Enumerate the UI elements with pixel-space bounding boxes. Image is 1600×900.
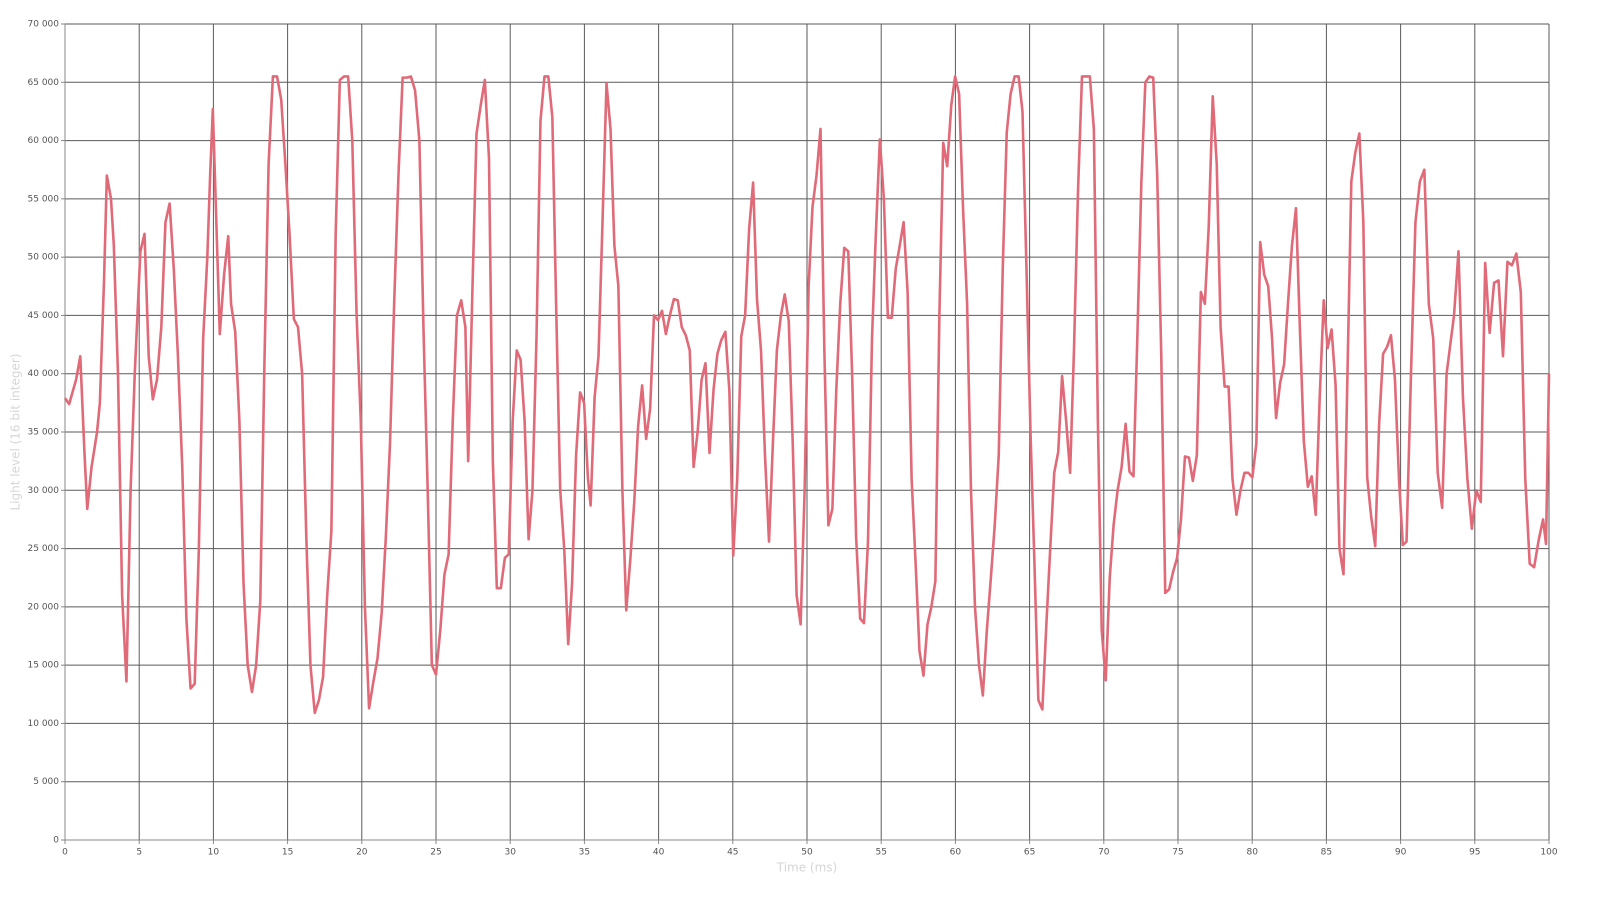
y-tick-label: 0 (53, 836, 59, 846)
x-tick-label: 55 (875, 848, 886, 858)
x-tick-label: 75 (1172, 848, 1183, 858)
y-tick-label: 50 000 (28, 253, 60, 263)
x-tick-label: 100 (1540, 848, 1557, 858)
x-tick-label: 95 (1469, 848, 1480, 858)
x-tick-label: 50 (801, 848, 813, 858)
x-tick-label: 20 (356, 848, 368, 858)
x-tick-label: 25 (430, 848, 441, 858)
y-tick-label: 25 000 (28, 544, 60, 554)
x-tick-label: 70 (1098, 848, 1110, 858)
x-tick-label: 10 (208, 848, 220, 858)
x-tick-label: 65 (1024, 848, 1035, 858)
y-tick-label: 65 000 (28, 78, 60, 88)
x-tick-label: 80 (1246, 848, 1258, 858)
x-axis-title: Time (ms) (776, 861, 838, 875)
x-tick-label: 90 (1395, 848, 1407, 858)
y-tick-label: 60 000 (28, 136, 60, 146)
x-tick-label: 0 (62, 848, 68, 858)
x-tick-label: 85 (1321, 848, 1332, 858)
y-tick-label: 20 000 (28, 602, 60, 612)
y-tick-label: 35 000 (28, 428, 60, 438)
y-tick-label: 45 000 (28, 311, 60, 321)
x-tick-label: 30 (504, 848, 516, 858)
y-tick-label: 10 000 (28, 719, 60, 729)
x-tick-label: 45 (727, 848, 738, 858)
y-tick-label: 40 000 (28, 369, 60, 379)
y-axis-title: Light level (16 bit integer) (9, 354, 23, 511)
y-tick-label: 70 000 (28, 20, 60, 30)
data-line (63, 75, 1551, 715)
x-tick-label: 60 (950, 848, 962, 858)
y-tick-label: 15 000 (28, 661, 60, 671)
y-tick-label: 30 000 (28, 486, 60, 496)
x-tick-label: 35 (579, 848, 590, 858)
x-tick-label: 40 (653, 848, 665, 858)
y-tick-label: 55 000 (28, 194, 60, 204)
x-tick-label: 15 (282, 848, 293, 858)
y-tick-label: 5 000 (33, 777, 59, 787)
x-tick-label: 5 (136, 848, 142, 858)
